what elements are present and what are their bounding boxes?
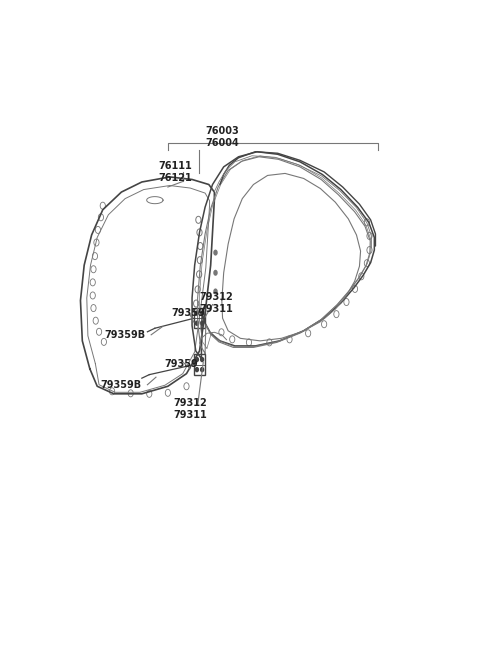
Text: 79312
79311: 79312 79311 (199, 292, 233, 314)
Text: 76111
76121: 76111 76121 (158, 161, 192, 183)
Text: 79312
79311: 79312 79311 (173, 398, 207, 420)
Text: 79359B: 79359B (105, 330, 145, 340)
Circle shape (195, 358, 198, 362)
Circle shape (201, 358, 204, 362)
Circle shape (201, 367, 204, 371)
Circle shape (213, 250, 218, 255)
Text: 79359: 79359 (164, 358, 198, 369)
Circle shape (213, 270, 218, 276)
Circle shape (201, 321, 204, 326)
Bar (194, 308, 204, 328)
Circle shape (201, 311, 204, 315)
Circle shape (213, 288, 218, 295)
Circle shape (195, 367, 198, 371)
Text: 76003
76004: 76003 76004 (205, 126, 239, 147)
Circle shape (195, 321, 198, 326)
Text: 79359B: 79359B (101, 380, 142, 390)
Text: 79359: 79359 (171, 308, 205, 318)
Circle shape (195, 311, 198, 315)
Bar (194, 354, 204, 375)
